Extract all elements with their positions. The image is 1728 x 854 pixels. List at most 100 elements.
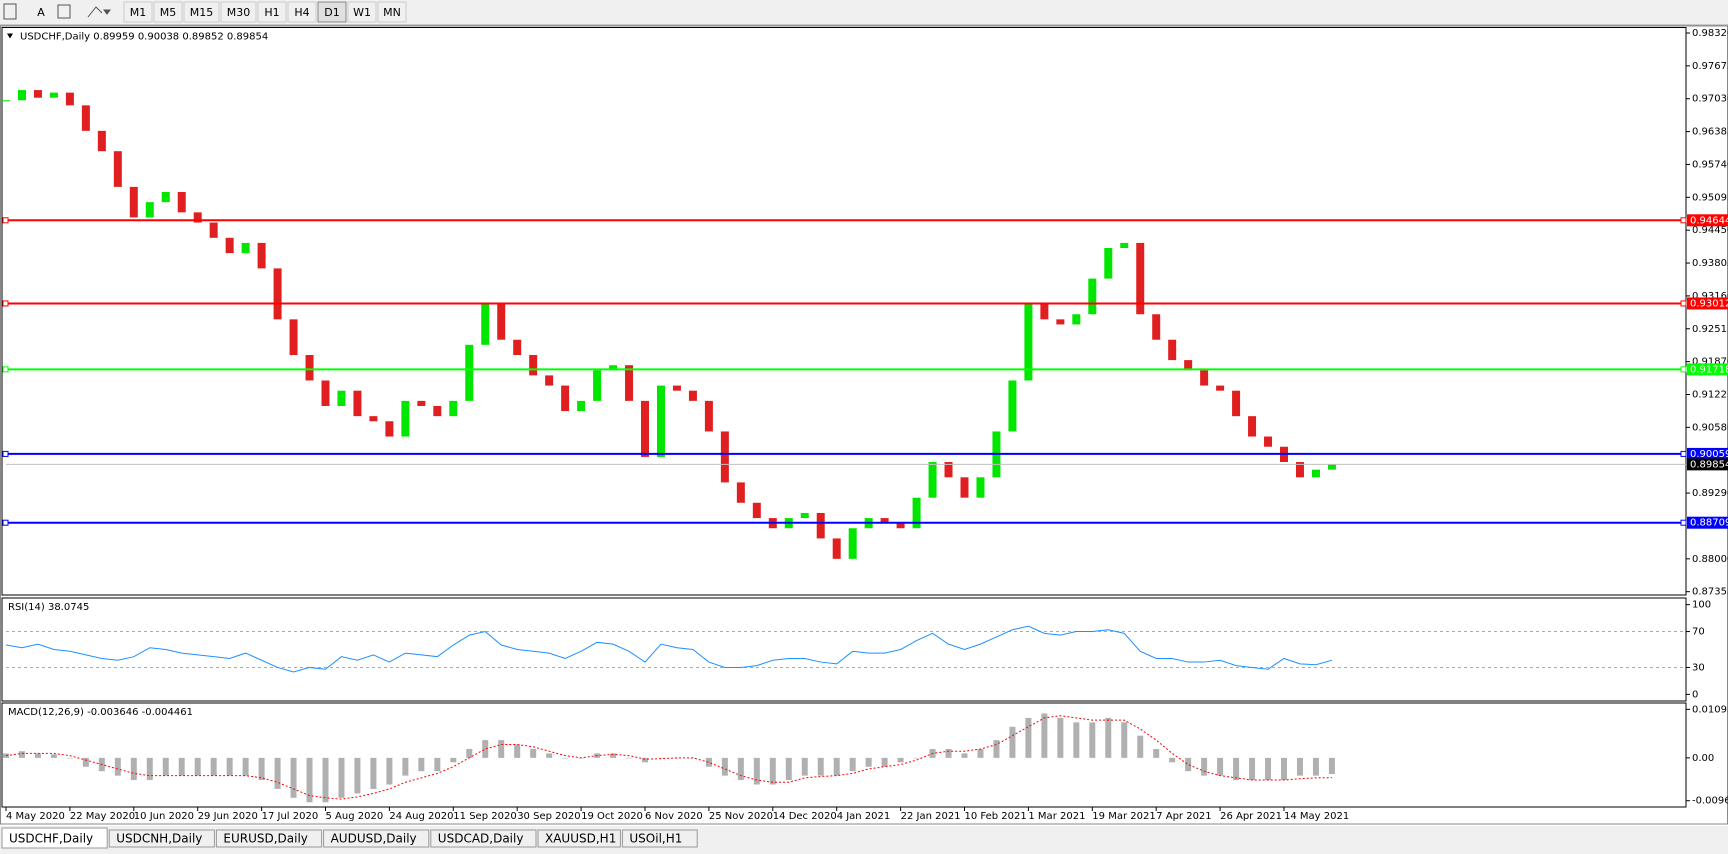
tab[interactable]: [537, 829, 621, 848]
timeframe-label[interactable]: H4: [294, 6, 309, 19]
level-handle[interactable]: [2, 366, 9, 373]
icon-crosshair[interactable]: [3, 3, 17, 20]
timeframe-button[interactable]: [257, 1, 287, 23]
macd-bar: [1185, 757, 1192, 772]
level-handle[interactable]: [2, 519, 9, 526]
level-handle[interactable]: [1680, 300, 1687, 307]
macd-bar: [769, 757, 776, 785]
tab-label[interactable]: USOil,H1: [629, 832, 682, 846]
timeframe-button[interactable]: [123, 1, 153, 23]
tab-label[interactable]: USDCHF,Daily: [9, 832, 93, 846]
timeframe-button[interactable]: [287, 1, 317, 23]
candle: [960, 477, 969, 498]
timeframe-label[interactable]: MN: [383, 6, 401, 19]
tab[interactable]: [215, 829, 323, 848]
timeframe-label[interactable]: M15: [190, 6, 214, 19]
timeframe-label[interactable]: M30: [227, 6, 251, 19]
candle: [97, 130, 106, 152]
timeframe-button[interactable]: [317, 1, 347, 23]
candle: [928, 462, 937, 498]
macd-bar: [258, 757, 265, 781]
tab[interactable]: [430, 829, 537, 848]
level-handle[interactable]: [1680, 450, 1687, 457]
timeframe-label[interactable]: H1: [264, 6, 279, 19]
timeframe-label[interactable]: W1: [353, 6, 371, 19]
panel-frame: [1, 702, 1687, 808]
candle: [225, 237, 234, 254]
macd-bar: [1233, 757, 1240, 781]
macd-bar: [162, 757, 169, 776]
candle: [1216, 385, 1225, 391]
macd-bar: [242, 757, 249, 776]
toolbar-icons: [3, 3, 111, 20]
tab[interactable]: [1, 827, 108, 849]
x-tick-label: 26 Apr 2021: [1220, 811, 1282, 822]
level-handle[interactable]: [2, 217, 9, 224]
macd-bar: [226, 757, 233, 776]
timeframe-label[interactable]: D1: [324, 6, 339, 19]
macd-bar: [370, 757, 377, 789]
timeframe-label[interactable]: M1: [130, 6, 147, 19]
level-label-bg: [1687, 447, 1728, 460]
level-label-bg: [1687, 297, 1728, 310]
x-tick-label: 19 Mar 2021: [1092, 811, 1155, 822]
x-tick-label: 22 May 2020: [70, 811, 135, 822]
candle: [177, 191, 186, 213]
tab-label[interactable]: USDCAD,Daily: [438, 832, 524, 846]
candle: [976, 477, 985, 498]
level-handle[interactable]: [2, 450, 9, 457]
tab-label[interactable]: EURUSD,Daily: [223, 832, 308, 846]
macd-bar: [402, 757, 409, 776]
text-tool[interactable]: A: [37, 6, 45, 19]
candle: [145, 202, 154, 218]
x-tick-label: 4 May 2020: [6, 811, 65, 822]
icon-text[interactable]: [57, 4, 71, 19]
level-handle[interactable]: [1680, 217, 1687, 224]
timeframe-button[interactable]: [153, 1, 183, 23]
y-tick-label: 0.87355: [1692, 587, 1728, 598]
macd-bar: [498, 740, 505, 758]
panel-frame: [1, 27, 1687, 596]
macd-bar: [3, 753, 9, 758]
tab[interactable]: [108, 829, 215, 848]
candle: [1311, 469, 1320, 478]
tab-label[interactable]: XAUUSD,H1: [545, 832, 616, 846]
timeframe-button[interactable]: [377, 1, 407, 23]
tab[interactable]: [621, 829, 698, 848]
tab-label[interactable]: USDCNH,Daily: [116, 832, 202, 846]
candle: [1120, 242, 1129, 249]
macd-bar: [1009, 726, 1016, 758]
tab-label[interactable]: AUDUSD,Daily: [331, 832, 417, 846]
icon-arrows[interactable]: [87, 6, 103, 18]
candle: [848, 528, 857, 559]
candle: [896, 523, 905, 529]
candle: [369, 416, 378, 422]
timeframe-button[interactable]: [220, 1, 257, 23]
timeframe-button[interactable]: [347, 1, 377, 23]
timeframe-button[interactable]: [183, 1, 220, 23]
x-tick-label: 11 Sep 2020: [453, 811, 516, 822]
candle: [545, 375, 554, 386]
candle: [1040, 304, 1049, 320]
candle: [465, 344, 474, 401]
chart-area: USDCHF,Daily 0.89959 0.90038 0.89852 0.8…: [0, 25, 1728, 825]
candle: [513, 339, 522, 356]
timeframe-label[interactable]: M5: [160, 6, 177, 19]
macd-bar: [274, 757, 281, 789]
icon-dropdown[interactable]: [103, 9, 111, 15]
level-handle[interactable]: [2, 300, 9, 307]
macd-bar: [1089, 722, 1096, 758]
candle: [401, 400, 410, 437]
level-handle[interactable]: [1680, 519, 1687, 526]
macd-bar: [418, 757, 425, 772]
candle: [672, 385, 681, 391]
x-tick-label: 17 Jul 2020: [262, 811, 319, 822]
macd-bar: [1201, 757, 1208, 776]
macd-bar: [466, 748, 473, 758]
candle: [417, 400, 426, 406]
level-handle[interactable]: [1680, 366, 1687, 373]
tab[interactable]: [323, 829, 430, 848]
macd-bar: [1281, 757, 1287, 781]
